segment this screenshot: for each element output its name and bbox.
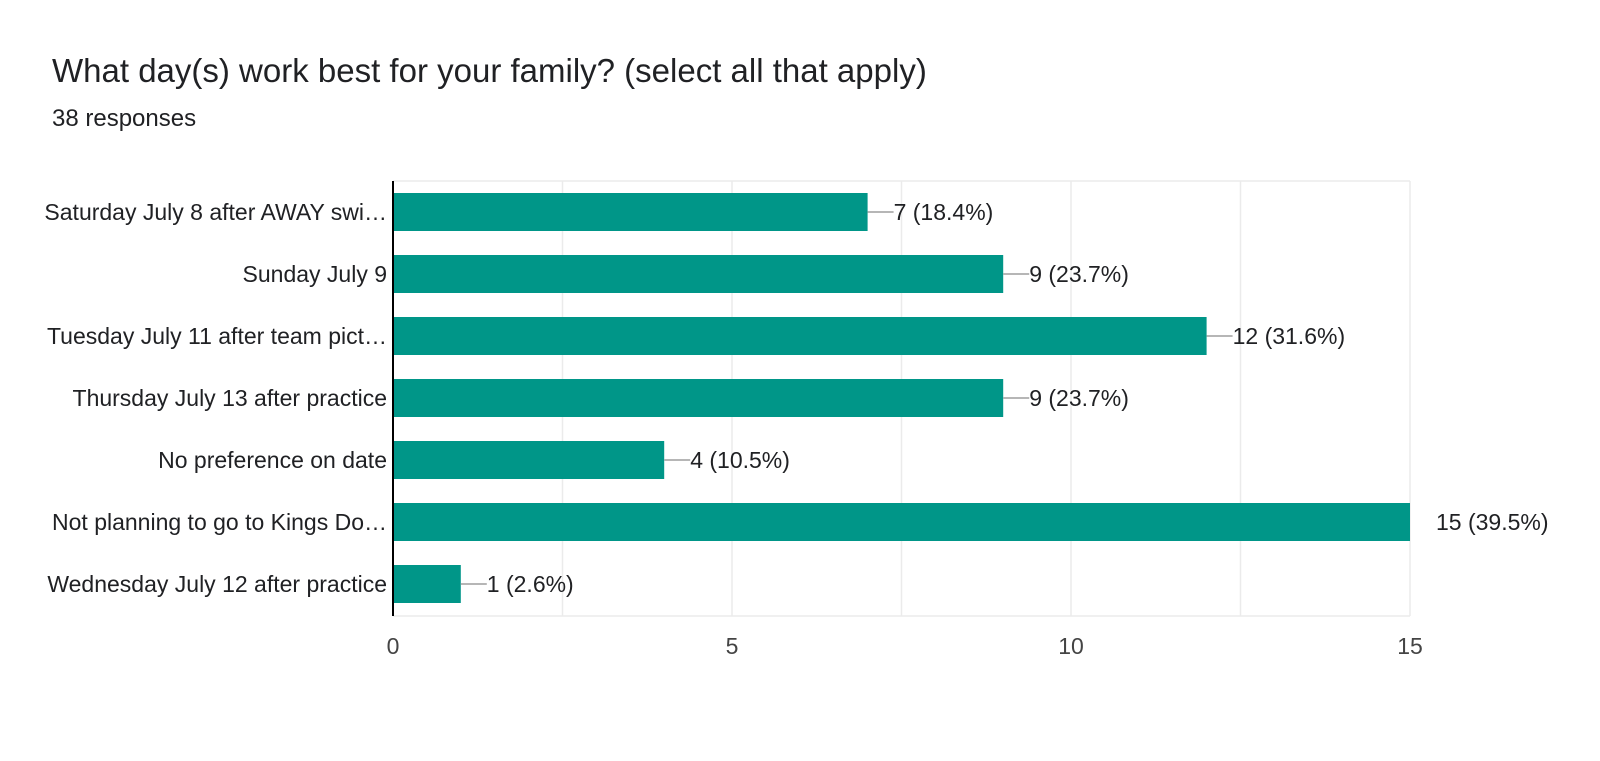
bar [393, 565, 461, 603]
bar [393, 503, 1410, 541]
bar [393, 255, 1004, 293]
bar [393, 379, 1004, 417]
data-label: 9 (23.7%) [1029, 385, 1129, 411]
bar [393, 441, 665, 479]
data-label: 7 (18.4%) [894, 199, 994, 225]
bar [393, 317, 1207, 355]
category-label: Tuesday July 11 after team pict… [47, 323, 387, 349]
response-count: 38 responses [52, 105, 197, 132]
x-tick-label: 15 [1397, 633, 1423, 659]
category-label: Not planning to go to Kings Do… [52, 509, 387, 535]
bar [393, 193, 868, 231]
x-tick-label: 10 [1058, 633, 1084, 659]
category-label: Saturday July 8 after AWAY swi… [44, 199, 387, 225]
category-label: Thursday July 13 after practice [73, 385, 387, 411]
data-label: 4 (10.5%) [690, 447, 790, 473]
x-tick-label: 5 [726, 633, 739, 659]
data-label: 9 (23.7%) [1029, 261, 1129, 287]
category-label: No preference on date [158, 447, 387, 473]
category-label: Sunday July 9 [243, 261, 387, 287]
x-tick-label: 0 [387, 633, 400, 659]
data-label: 1 (2.6%) [487, 571, 574, 597]
chart-title: What day(s) work best for your family? (… [52, 52, 927, 89]
data-label: 12 (31.6%) [1233, 323, 1346, 349]
data-label: 15 (39.5%) [1436, 509, 1549, 535]
category-label: Wednesday July 12 after practice [47, 571, 387, 597]
